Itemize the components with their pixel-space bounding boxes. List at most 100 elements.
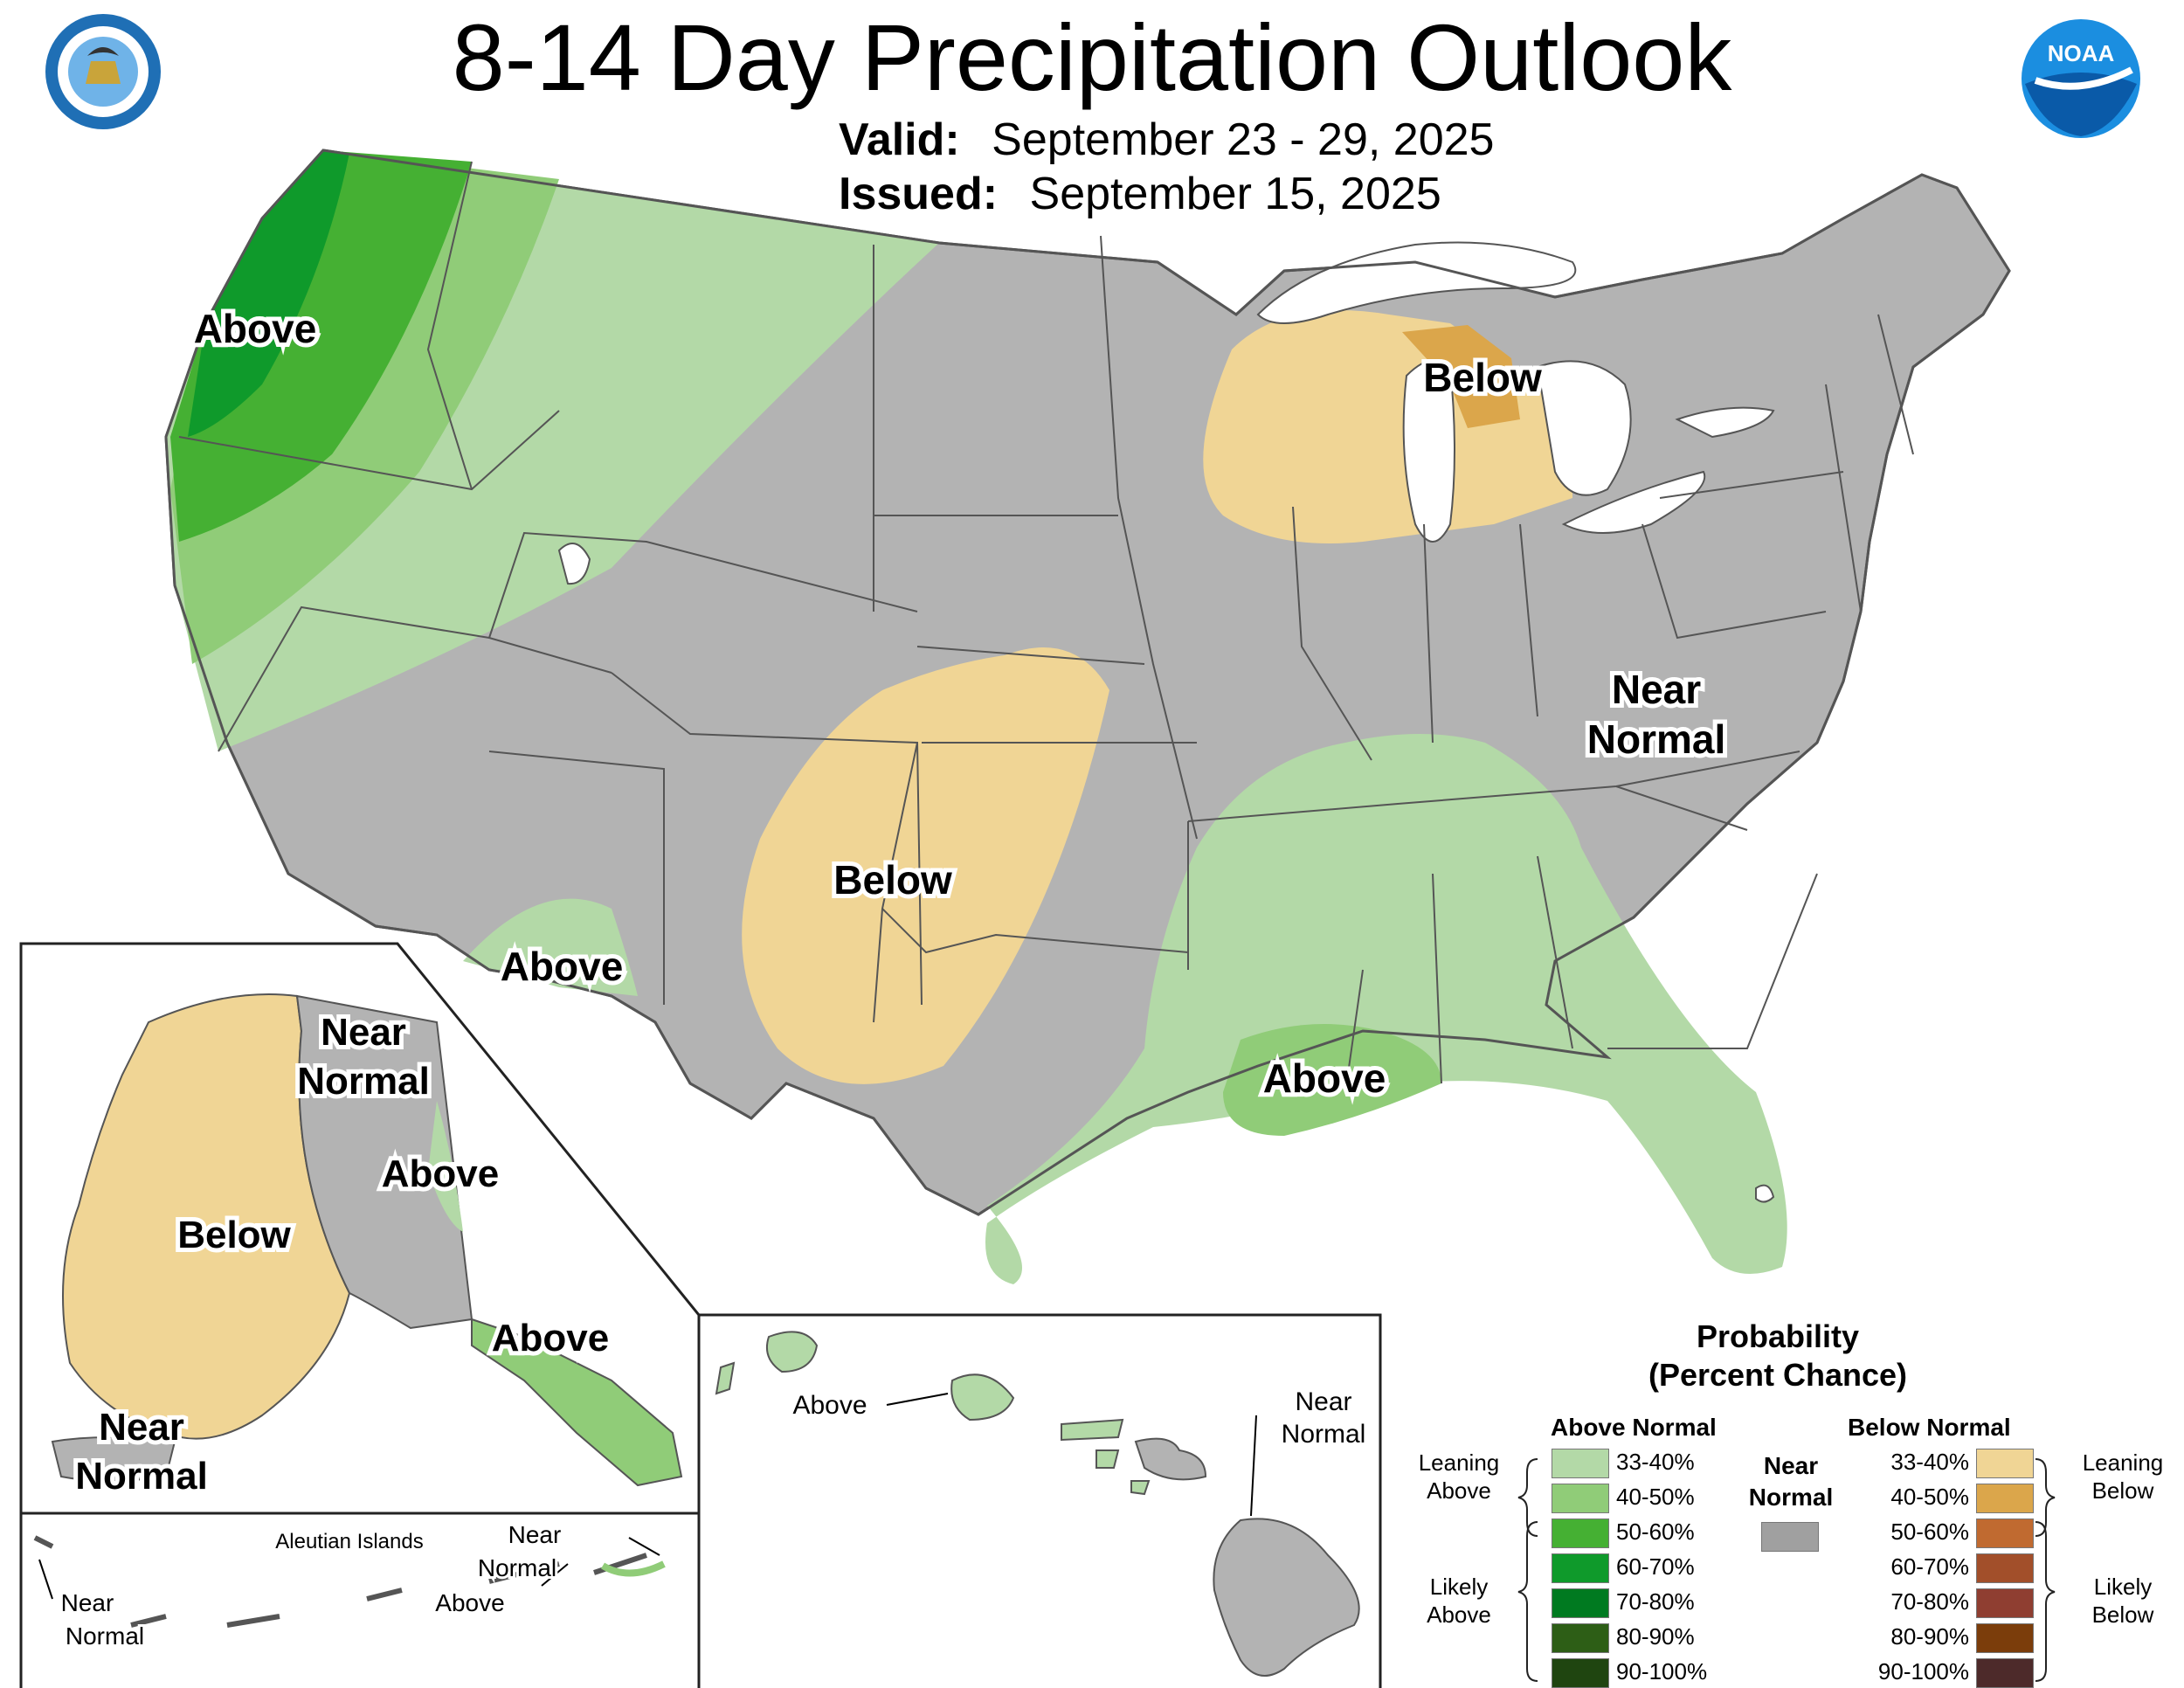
legend-leaning-above: Leaning Above (1398, 1449, 1520, 1505)
legend-near-line2: Normal (1748, 1484, 1834, 1511)
legend-title-line1: Probability (1696, 1318, 1860, 1354)
nw-above-50 (170, 150, 472, 542)
noaa-logo-text: NOAA (2048, 40, 2115, 66)
label-aleutian-title: Aleutian Islands (275, 1530, 423, 1553)
alaska-se-above-area (471, 1318, 683, 1487)
legend-above-header: Above Normal (1551, 1414, 1717, 1441)
state-borders (178, 161, 1914, 1093)
gulf-above-40 (1223, 1024, 1441, 1136)
kahoolawe (1130, 1480, 1151, 1496)
legend-below-label-6: 90-100% (1877, 1658, 1969, 1685)
legend-below-label-4: 70-80% (1890, 1588, 1969, 1615)
label-ak-se-above: Above (492, 1317, 609, 1359)
legend-below-swatch-1 (1976, 1484, 2034, 1513)
legend-likely-above: Likely Above (1398, 1573, 1520, 1629)
legend-above-swatch-4 (1552, 1588, 1609, 1618)
lake-michigan (1402, 359, 1455, 543)
legend-below-swatch-3 (1976, 1553, 2034, 1583)
oahu (950, 1373, 1015, 1422)
legend-below-swatch-6 (1976, 1658, 2034, 1688)
alaska-sw-near-area (51, 1436, 176, 1482)
label-aleutian-near-w: Near (61, 1589, 114, 1616)
label-aleutian-above: Above (435, 1589, 504, 1616)
legend-below-swatch-2 (1976, 1519, 2034, 1548)
kauai (765, 1331, 819, 1373)
valid-line: Valid: September 23 - 29, 2025 (839, 114, 1494, 166)
legend-above-swatch-3 (1552, 1553, 1609, 1583)
label-ak-normal: Normal (297, 1060, 430, 1103)
valid-value: September 23 - 29, 2025 (992, 114, 1495, 165)
gl-below-40 (1402, 325, 1520, 428)
lake-erie (1561, 470, 1706, 534)
legend-above-label-4: 70-80% (1616, 1588, 1695, 1615)
legend-below-label-3: 60-70% (1890, 1553, 1969, 1580)
hawaii-inset (697, 1313, 1382, 1688)
legend-above-label-3: 60-70% (1616, 1553, 1695, 1580)
legend-above-label-6: 90-100% (1616, 1658, 1708, 1685)
nw-above-60 (188, 150, 349, 437)
legend-above-label-5: 80-90% (1616, 1623, 1695, 1650)
label-hi-normal: Normal (1282, 1420, 1366, 1449)
big-island (1213, 1518, 1360, 1677)
issued-label: Issued: (839, 169, 999, 219)
label-ak-above: Above (382, 1152, 499, 1195)
legend-above-label-0: 33-40% (1616, 1449, 1695, 1475)
legend-below-header: Below Normal (1848, 1414, 2011, 1441)
legend-above-swatch-0 (1552, 1449, 1609, 1478)
label-sw-below: Below (833, 857, 952, 903)
lake-superior (1256, 241, 1577, 324)
label-aleutian-normal-e: Normal (478, 1554, 556, 1581)
lake-ontario (1675, 406, 1775, 439)
issued-line: Issued: September 15, 2025 (839, 168, 1441, 220)
label-east-normal: Normal (1587, 716, 1725, 762)
legend-below-label-1: 40-50% (1890, 1484, 1969, 1510)
legend-above-swatch-6 (1552, 1658, 1609, 1688)
conus-region (164, 149, 2011, 1284)
molokai (1061, 1418, 1124, 1442)
label-gl-below: Below (1423, 355, 1542, 400)
legend-near-normal-label: Near Normal (1734, 1450, 1848, 1513)
sw-below-33 (742, 647, 1109, 1084)
label-az-above: Above (501, 944, 624, 989)
legend-above-swatch-1 (1552, 1484, 1609, 1513)
se-above-33 (985, 734, 1787, 1284)
legend-above-label-2: 50-60% (1616, 1519, 1695, 1545)
legend-above-swatch-5 (1552, 1623, 1609, 1653)
legend-leaning-below: Leaning Below (2062, 1449, 2184, 1505)
label-nw-above: Above (194, 306, 317, 351)
legend-above-label-1: 40-50% (1616, 1484, 1695, 1510)
alaska-near-area (295, 994, 473, 1330)
page-title: 8-14 Day Precipitation Outlook (452, 4, 1732, 110)
legend-leaning-above-2: Above (1427, 1477, 1491, 1504)
issued-value: September 15, 2025 (1029, 169, 1441, 219)
great-salt-lake (557, 543, 591, 585)
legend-near-line1: Near (1763, 1452, 1819, 1479)
legend-title-line2: (Percent Chance) (1648, 1357, 1908, 1393)
label-hi-near: Near (1295, 1387, 1351, 1416)
niihau (715, 1361, 736, 1395)
legend-likely-below-1: Likely (2093, 1574, 2153, 1600)
legend-below-label-5: 80-90% (1890, 1623, 1969, 1650)
legend-below-label-2: 50-60% (1890, 1519, 1969, 1545)
lanai (1095, 1449, 1120, 1469)
legend-below-swatch-0 (1976, 1449, 2034, 1478)
legend-near-swatch (1761, 1522, 1819, 1552)
alaska-inset (19, 942, 701, 1688)
alaska-above-area (428, 1101, 463, 1232)
legend-leaning-below-1: Leaning (2082, 1449, 2164, 1476)
legend-likely-above-1: Likely (1429, 1574, 1489, 1600)
label-east-near: Near (1612, 667, 1701, 712)
lake-huron (1536, 360, 1632, 496)
valid-label: Valid: (839, 114, 960, 165)
legend-brackets (1517, 1458, 2056, 1682)
label-gulf-above: Above (1263, 1055, 1386, 1101)
legend-title: Probability (Percent Chance) (1621, 1318, 1935, 1394)
legend-likely-below: Likely Below (2062, 1573, 2184, 1629)
noaa-logo-icon: NOAA (2022, 19, 2140, 138)
legend-leaning-below-2: Below (2091, 1477, 2154, 1504)
maui (1134, 1437, 1207, 1481)
label-hi-above: Above (792, 1391, 867, 1420)
aleutian-chain (33, 1535, 647, 1628)
legend-leaning-above-1: Leaning (1418, 1449, 1500, 1476)
label-ak-sw-near: Near (99, 1406, 184, 1449)
